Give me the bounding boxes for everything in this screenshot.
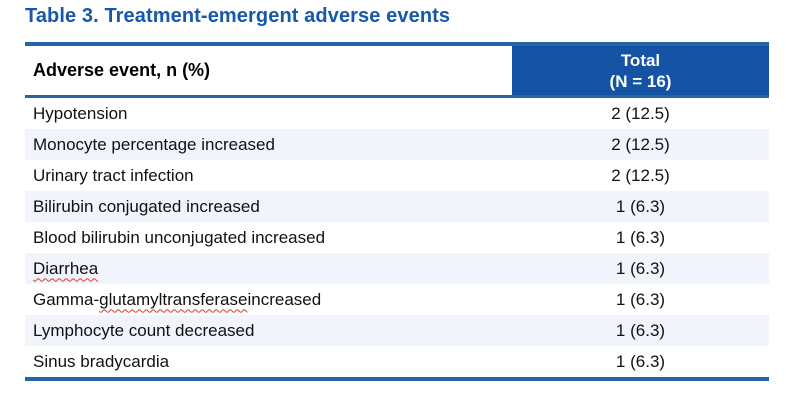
count-cell: 1 (6.3) (615, 320, 666, 340)
event-text: Bilirubin conjugated increased (33, 196, 260, 216)
table-row: Urinary tract infection 2 (12.5) (25, 160, 769, 191)
table-row: Sinus bradycardia 1 (6.3) (25, 346, 769, 377)
header-total: Total (N = 16) (512, 46, 769, 95)
event-text: Sinus bradycardia (33, 351, 170, 371)
adverse-event-cell: Diarrhea (25, 253, 512, 284)
count-cell: 2 (12.5) (611, 134, 670, 154)
count-cell: 1 (6.3) (615, 258, 666, 278)
event-text-misspelled: Diarrhea (33, 258, 99, 278)
header-total-line1: Total (620, 50, 661, 70)
adverse-event-cell: Blood bilirubin unconjugated increased (25, 222, 512, 253)
event-text: increased (247, 289, 322, 309)
table-header-row: Adverse event, n (%) Total (N = 16) (25, 46, 769, 98)
adverse-event-cell: Urinary tract infection (25, 160, 512, 191)
table-row: Lymphocyte count decreased 1 (6.3) (25, 315, 769, 346)
adverse-event-cell: Hypotension (25, 98, 512, 129)
count-cell: 1 (6.3) (615, 289, 666, 309)
count-cell: 2 (12.5) (611, 165, 670, 185)
table-row: Monocyte percentage increased 2 (12.5) (25, 129, 769, 160)
event-text: Gamma- (33, 289, 100, 309)
adverse-event-cell: Gamma-glutamyltransferase increased (25, 284, 512, 315)
adverse-events-table: Adverse event, n (%) Total (N = 16) Hypo… (25, 42, 769, 381)
adverse-event-cell: Sinus bradycardia (25, 346, 512, 377)
event-text: Blood bilirubin unconjugated increased (33, 227, 326, 247)
adverse-event-cell: Monocyte percentage increased (25, 129, 512, 160)
header-adverse-event: Adverse event, n (%) (25, 46, 512, 95)
table-row: Blood bilirubin unconjugated increased 1… (25, 222, 769, 253)
table-title: Table 3. Treatment-emergent adverse even… (25, 5, 451, 27)
count-cell: 2 (12.5) (611, 103, 670, 123)
table-body: Hypotension 2 (12.5) Monocyte percentage… (25, 98, 769, 377)
table-row: Hypotension 2 (12.5) (25, 98, 769, 129)
event-text: Urinary tract infection (33, 165, 194, 185)
event-text-misspelled: glutamyltransferase (99, 289, 248, 309)
event-text: Hypotension (33, 103, 128, 123)
table-row: Bilirubin conjugated increased 1 (6.3) (25, 191, 769, 222)
table-row: Gamma-glutamyltransferase increased 1 (6… (25, 284, 769, 315)
event-text: Monocyte percentage increased (33, 134, 275, 154)
count-cell: 1 (6.3) (615, 196, 666, 216)
event-text: Lymphocyte count decreased (33, 320, 255, 340)
adverse-event-cell: Bilirubin conjugated increased (25, 191, 512, 222)
header-total-line2: (N = 16) (609, 71, 672, 91)
count-cell: 1 (6.3) (615, 227, 666, 247)
count-cell: 1 (6.3) (615, 351, 666, 371)
adverse-event-cell: Lymphocyte count decreased (25, 315, 512, 346)
table-row: Diarrhea 1 (6.3) (25, 253, 769, 284)
